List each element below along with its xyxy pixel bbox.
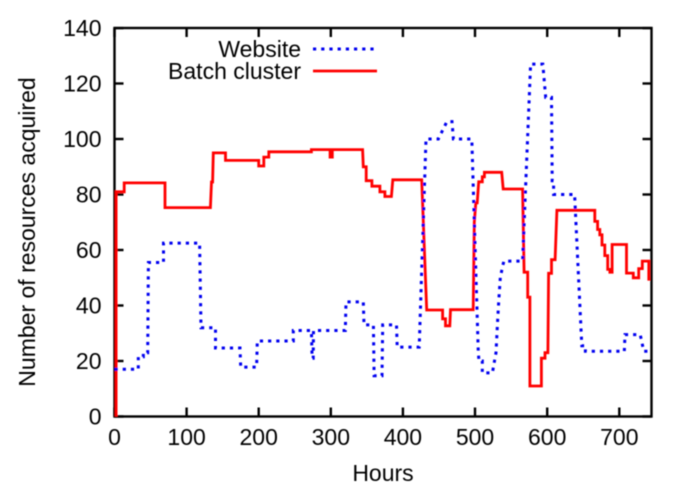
svg-text:300: 300 (312, 424, 350, 450)
svg-text:Number of resources acquired: Number of resources acquired (14, 77, 40, 386)
svg-text:Hours: Hours (352, 460, 413, 484)
svg-text:Website: Website (218, 36, 301, 62)
svg-text:140: 140 (63, 15, 101, 41)
svg-text:20: 20 (76, 348, 102, 374)
svg-text:120: 120 (63, 71, 101, 97)
svg-text:400: 400 (384, 424, 422, 450)
svg-text:700: 700 (600, 424, 638, 450)
svg-text:0: 0 (108, 424, 121, 450)
svg-text:600: 600 (528, 424, 566, 450)
svg-text:200: 200 (240, 424, 278, 450)
svg-text:0: 0 (89, 404, 102, 430)
svg-text:500: 500 (456, 424, 494, 450)
svg-text:Batch cluster: Batch cluster (168, 58, 301, 84)
svg-text:40: 40 (76, 293, 102, 319)
svg-text:100: 100 (63, 126, 101, 152)
svg-text:100: 100 (167, 424, 205, 450)
svg-text:80: 80 (76, 182, 102, 208)
svg-text:60: 60 (76, 237, 102, 263)
